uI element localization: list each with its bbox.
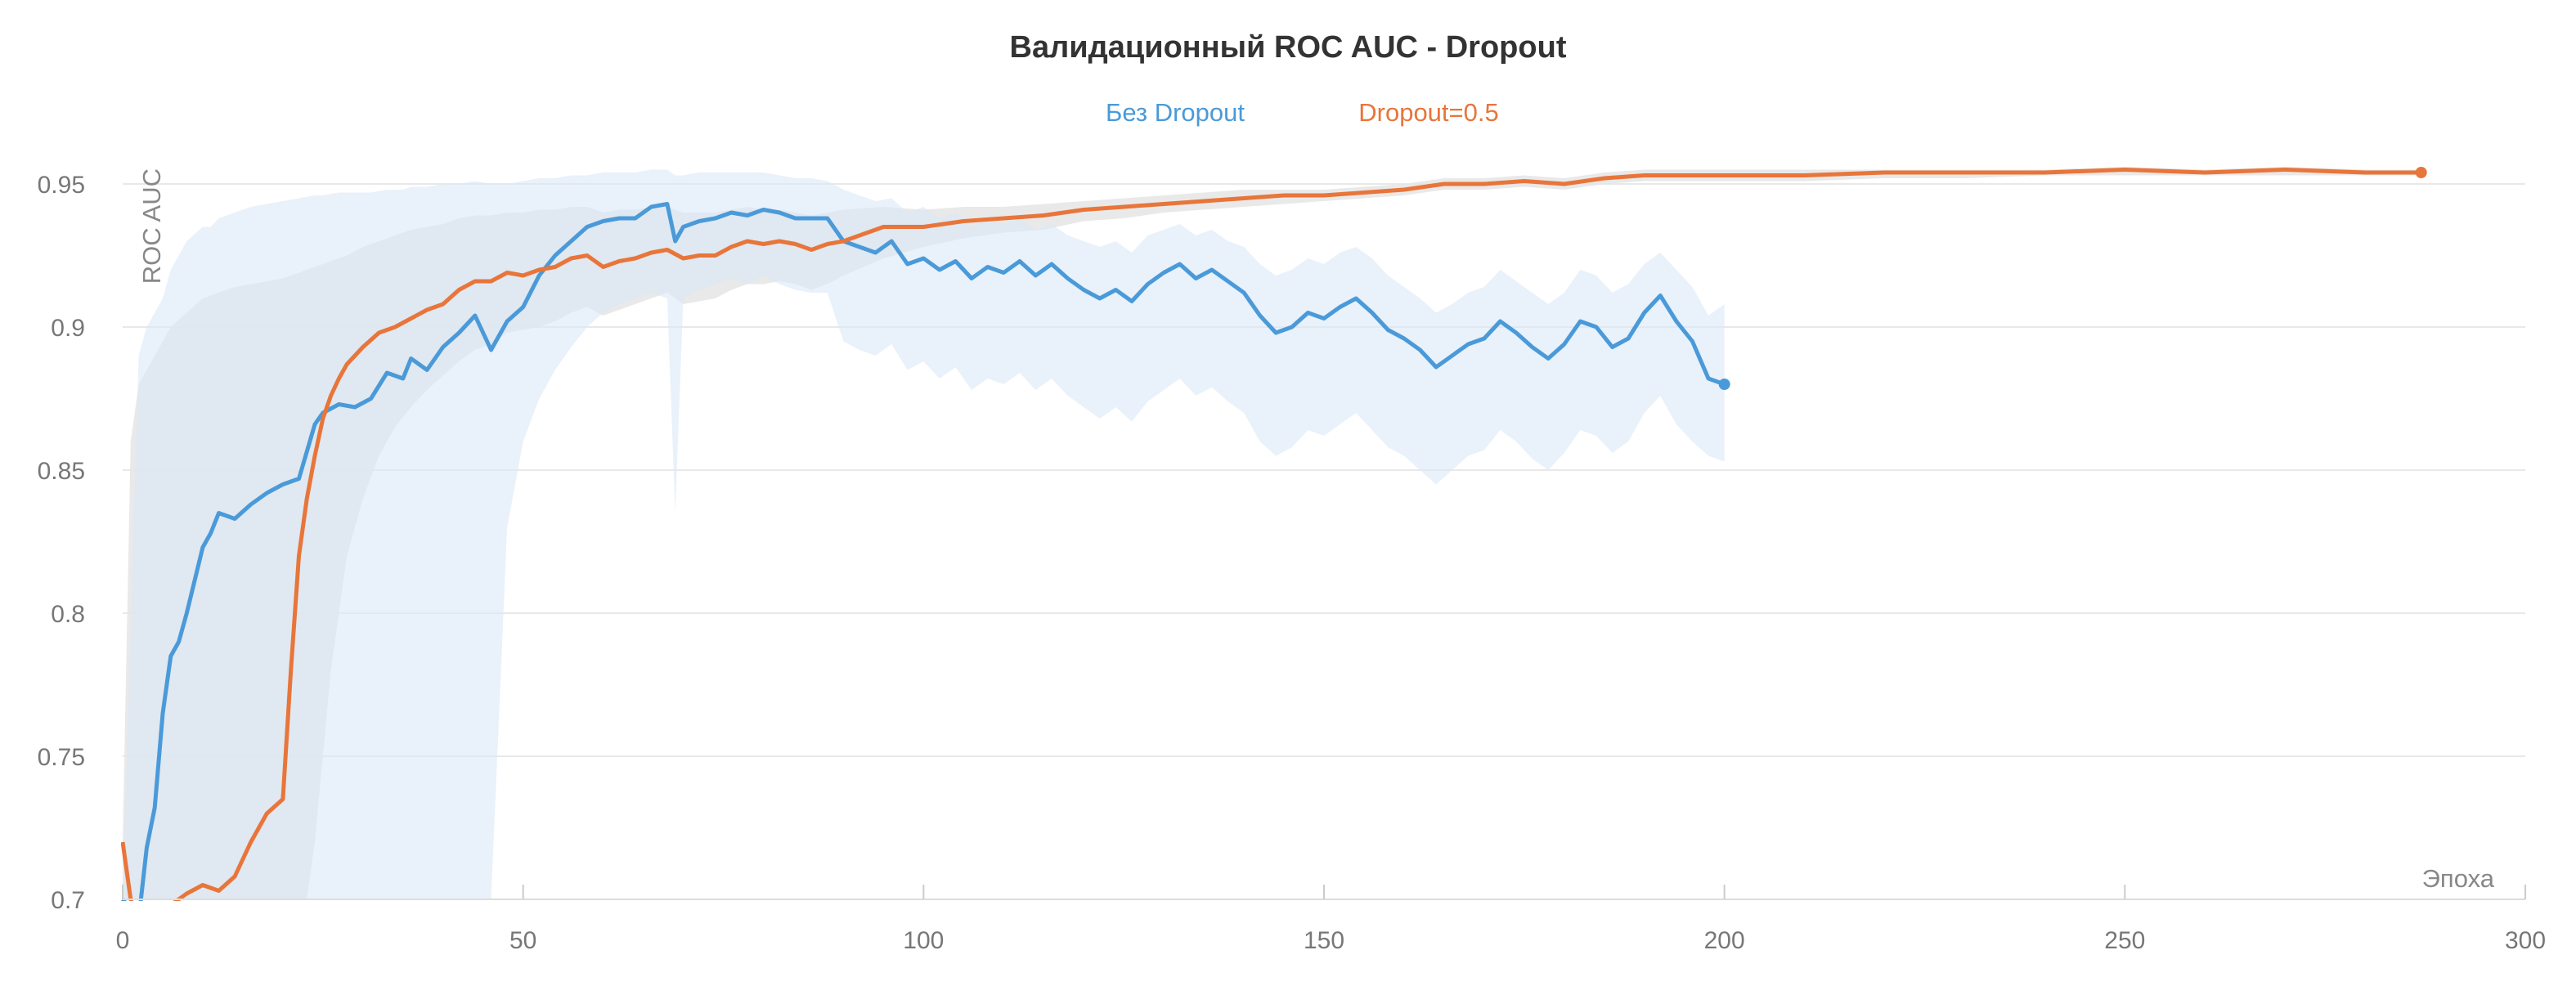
y-tick-label: 0.7 <box>51 887 85 914</box>
y-tick-label: 0.9 <box>51 315 85 342</box>
y-tick-label: 0.75 <box>38 744 85 771</box>
x-tick-label: 200 <box>1704 927 1745 954</box>
legend-entry-1: Dropout=0.5 <box>1358 98 1498 127</box>
x-tick-label: 100 <box>903 927 944 954</box>
x-tick-label: 250 <box>2104 927 2145 954</box>
series-end-point-1 <box>2415 167 2427 178</box>
series-end-point-0 <box>1718 379 1730 390</box>
series-lines <box>121 167 2427 901</box>
x-tick-label: 150 <box>1304 927 1344 954</box>
x-tick-label: 50 <box>509 927 536 954</box>
series-line-1 <box>121 168 2421 901</box>
y-tick-label: 0.95 <box>38 172 85 199</box>
y-tick-label: 0.8 <box>51 601 85 628</box>
x-tick-label: 0 <box>116 927 130 954</box>
series-line-0 <box>121 202 1726 901</box>
x-axis-label: Эпоха <box>2422 864 2495 893</box>
legend: Без Dropout Dropout=0.5 <box>1106 98 1499 127</box>
x-tick-label: 300 <box>2505 927 2546 954</box>
y-tick-label: 0.85 <box>38 458 85 485</box>
legend-entry-0: Без Dropout <box>1106 98 1245 127</box>
y-axis-label: ROC AUC <box>137 168 166 284</box>
chart-title: Валидационный ROC AUC - Dropout <box>1010 30 1567 65</box>
axes: 0.7 0.75 0.8 0.85 0.9 0.95 0 50 100 150 200 250 300 <box>38 172 2546 954</box>
confidence-band-series-0 <box>123 169 1725 899</box>
confidence-bands <box>123 167 2421 899</box>
